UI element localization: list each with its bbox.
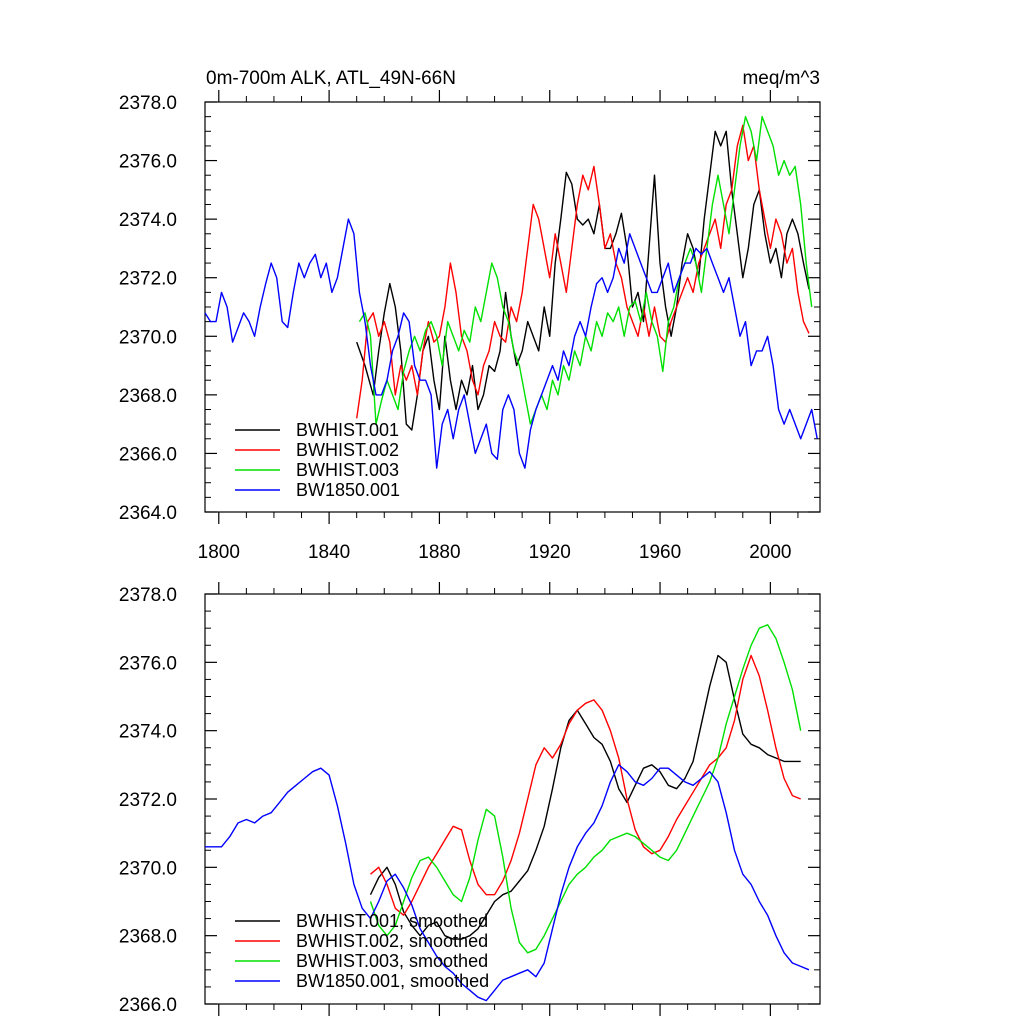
x-tick-label: 1840 bbox=[308, 542, 350, 563]
chart-title: 0m-700m ALK, ATL_49N-66N bbox=[206, 68, 456, 89]
legend-label: BWHIST.002 bbox=[296, 440, 399, 460]
y-tick-label: 2376.0 bbox=[119, 152, 177, 173]
legend-label: BWHIST.003, smoothed bbox=[296, 951, 488, 971]
y-tick-label: 2372.0 bbox=[119, 790, 177, 811]
bottom-chart: 2366.0 2368.0 2370.0 2372.0 2374.0 2376.0 2378… bbox=[119, 582, 821, 1016]
x-tick-label: 1880 bbox=[418, 542, 460, 563]
y-tick-label: 2378.0 bbox=[119, 93, 177, 114]
y-tick-label: 2366.0 bbox=[119, 444, 177, 465]
series-line-4 bbox=[204, 218, 818, 469]
y-tick-label: 2364.0 bbox=[119, 503, 177, 524]
legend-label: BW1850.001 bbox=[296, 480, 400, 500]
x-tick-label: 2000 bbox=[749, 542, 791, 563]
units-label: meq/m^3 bbox=[742, 68, 820, 89]
legend-label: BWHIST.001 bbox=[296, 420, 399, 440]
series-line-1 bbox=[356, 130, 810, 431]
legend-label: BW1850.001, smoothed bbox=[296, 971, 489, 991]
y-tick-label: 2370.0 bbox=[119, 858, 177, 879]
series-line-4 bbox=[205, 764, 810, 1002]
y-tick-label: 2372.0 bbox=[119, 269, 177, 290]
legend-label: BWHIST.001, smoothed bbox=[296, 911, 488, 931]
x-tick-label: 1920 bbox=[529, 542, 571, 563]
y-tick-label: 2368.0 bbox=[119, 927, 177, 948]
series-line-2 bbox=[370, 654, 801, 916]
series-line-3 bbox=[369, 624, 802, 954]
series-line-2 bbox=[356, 124, 810, 419]
series-line-1 bbox=[369, 654, 801, 940]
y-tick-label: 2366.0 bbox=[119, 995, 177, 1016]
legend-label: BWHIST.002, smoothed bbox=[296, 931, 488, 951]
y-tick-label: 2370.0 bbox=[119, 327, 177, 348]
x-tick-label: 1960 bbox=[639, 542, 681, 563]
y-tick-label: 2376.0 bbox=[119, 653, 177, 674]
y-tick-label: 2374.0 bbox=[119, 722, 177, 743]
y-tick-label: 2374.0 bbox=[119, 210, 177, 231]
x-tick-label: 1800 bbox=[198, 542, 240, 563]
top-chart: 0m-700m ALK, ATL_49N-66N meq/m^3 2364.0 2… bbox=[119, 68, 821, 563]
legend-label: BWHIST.003 bbox=[296, 460, 399, 480]
y-tick-label: 2368.0 bbox=[119, 386, 177, 407]
y-tick-label: 2378.0 bbox=[119, 585, 177, 606]
